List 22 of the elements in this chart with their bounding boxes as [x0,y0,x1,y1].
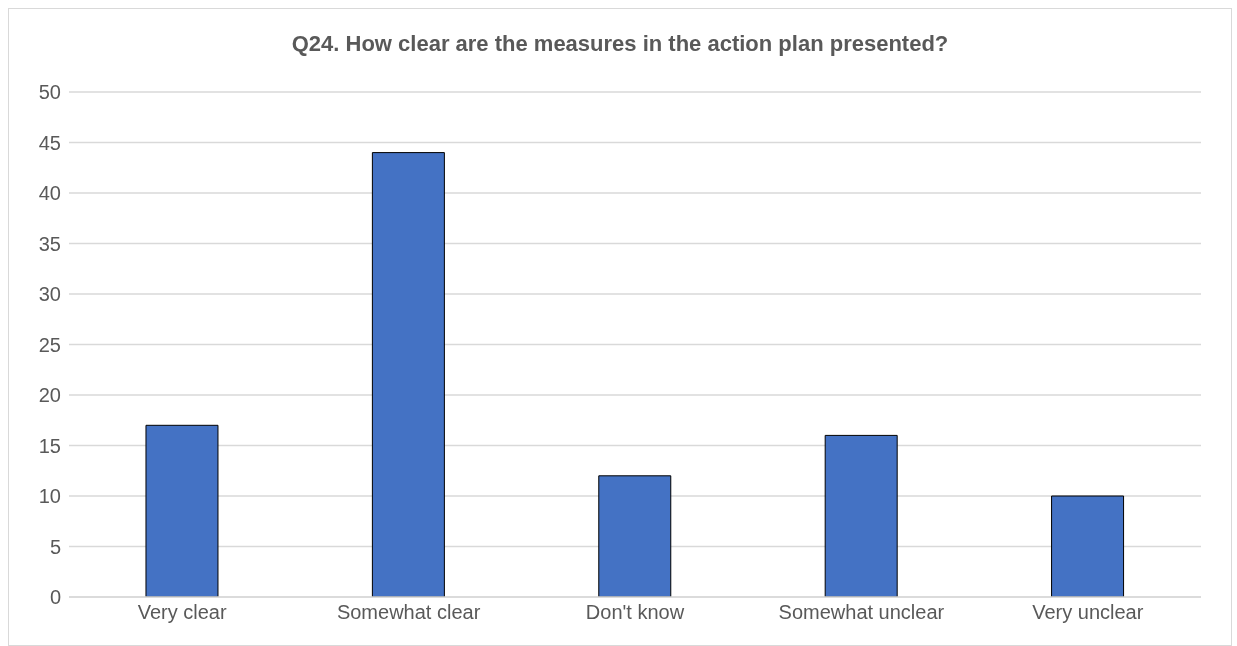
bar [598,475,672,597]
y-tick-label: 20 [38,384,61,407]
bar [371,152,445,597]
x-tick-label: Very clear [137,601,227,624]
x-tick-label: Somewhat unclear [778,601,945,624]
y-tick-label: 35 [38,232,61,255]
y-tick-label: 0 [49,586,61,609]
x-tick-label: Somewhat clear [336,601,481,624]
bar [1051,495,1125,597]
y-tick-label: 30 [38,283,61,306]
y-tick-label: 45 [38,131,61,154]
y-tick-label: 50 [38,81,61,104]
x-tick-label: Don't know [585,601,685,624]
bar [145,424,219,597]
y-tick-label: 5 [49,535,61,558]
y-tick-label: 25 [38,333,61,356]
y-tick-label: 40 [38,182,61,205]
y-tick-label: 15 [38,434,61,457]
bar [824,434,898,597]
chart-title: Q24. How clear are the measures in the action plan presented? [290,31,950,57]
y-tick-label: 10 [38,485,61,508]
x-tick-label: Very unclear [1032,601,1144,624]
